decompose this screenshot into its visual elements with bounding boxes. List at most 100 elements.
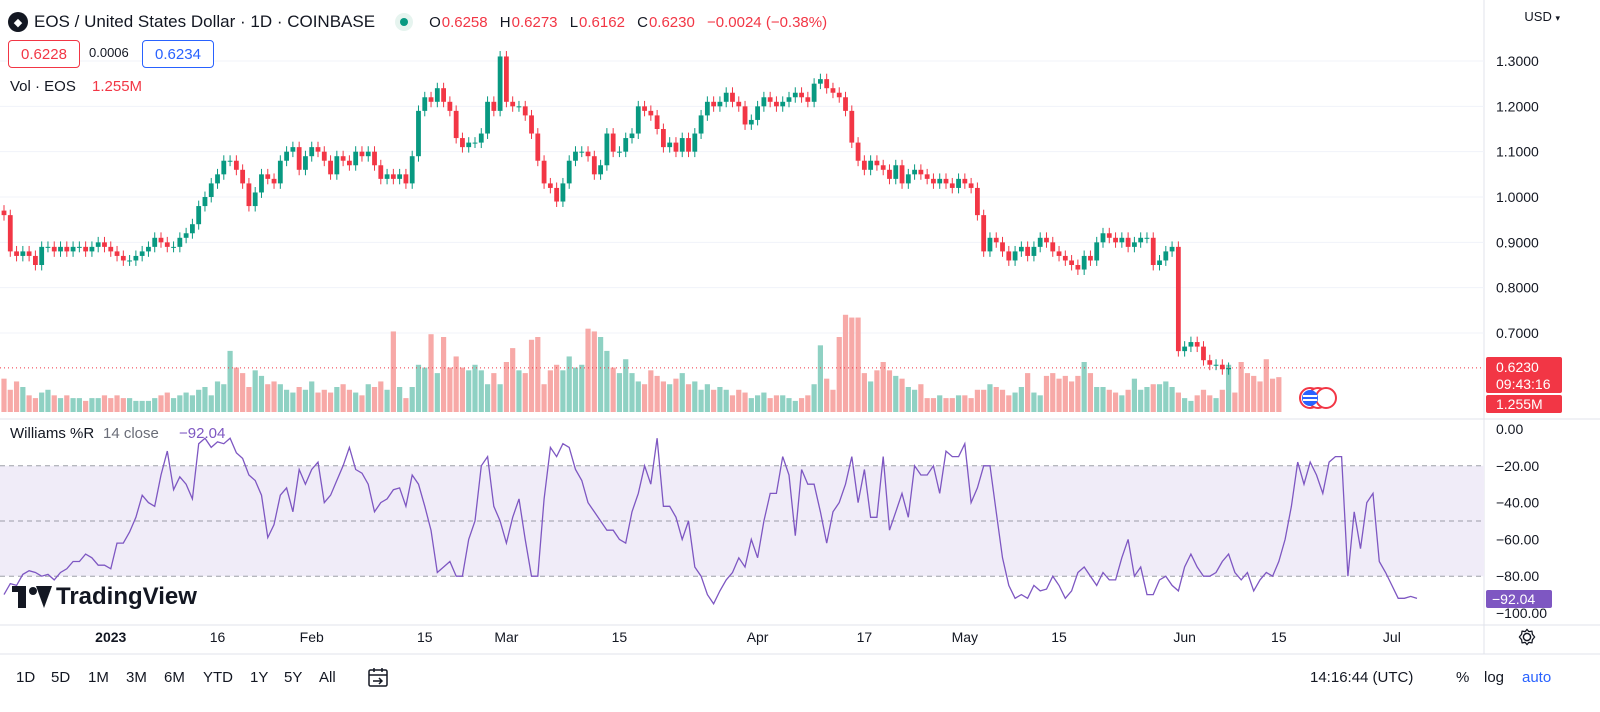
timeframe-1d[interactable]: 1D [16, 669, 36, 686]
volume-bar [755, 395, 761, 412]
auto-toggle[interactable]: auto [1522, 669, 1552, 686]
timeframe-1m[interactable]: 1M [88, 669, 109, 686]
candle-body [554, 187, 560, 202]
currency-label: USD [1524, 9, 1552, 24]
candle-body [14, 251, 19, 256]
volume-bar [955, 395, 962, 412]
volume-bar [39, 392, 45, 412]
candle-body [522, 106, 528, 116]
candle-body [384, 174, 390, 179]
candle-body [58, 246, 63, 252]
volume-bar [773, 395, 780, 412]
symbol-title[interactable]: EOS / United States Dollar · 1D · COINBA… [34, 12, 376, 31]
volume-bar [1244, 373, 1251, 412]
candle-body [441, 88, 446, 102]
timeframe-5y[interactable]: 5Y [284, 669, 303, 686]
timeframe-3m[interactable]: 3M [126, 669, 147, 686]
timeframe-ytd[interactable]: YTD [203, 669, 233, 686]
volume-bar [1075, 375, 1081, 412]
volume-bar [824, 378, 830, 412]
timeframe-1y[interactable]: 1Y [250, 669, 269, 686]
candle-body [422, 97, 428, 111]
candle-body [755, 106, 760, 120]
candle-body [409, 156, 415, 184]
candle-body [1088, 255, 1093, 261]
volume-bar [1251, 375, 1257, 412]
ohlc-close-value: 0.6230 [648, 13, 695, 31]
volume-bar [1025, 373, 1031, 412]
utc-clock[interactable]: 14:16:44 (UTC) [1310, 669, 1414, 686]
volume-bar [76, 398, 82, 412]
currency-selector[interactable]: USD ▾ [1524, 9, 1560, 24]
candle-body [177, 237, 183, 247]
candle-body [547, 183, 553, 188]
candle-body [290, 147, 296, 152]
date-range-icon[interactable] [366, 666, 390, 690]
volume-label[interactable]: Vol · EOS [10, 78, 76, 95]
candle-body [686, 138, 691, 152]
candle-body [1157, 260, 1162, 265]
timeframe-6m[interactable]: 6M [164, 669, 185, 686]
timeframe-5d[interactable]: 5D [51, 669, 71, 686]
volume-bar [1144, 387, 1150, 412]
sell-price-button[interactable]: 0.6228 [8, 40, 80, 68]
buy-price-button[interactable]: 0.6234 [142, 40, 214, 68]
volume-bar [629, 373, 635, 412]
ohlc-high-key: H [499, 13, 511, 31]
volume-bar [1263, 359, 1269, 412]
candle-body [874, 160, 880, 166]
log-toggle[interactable]: log [1484, 669, 1505, 686]
volume-bar [1050, 373, 1056, 412]
ohlc-open-key: O [429, 13, 441, 31]
timeframe-all[interactable]: All [319, 669, 336, 686]
candle-body [447, 101, 453, 111]
candle-body [610, 133, 616, 152]
volume-bar [397, 387, 403, 412]
volume-bar [798, 398, 805, 412]
volume-bar [723, 389, 729, 412]
candle-body [510, 101, 516, 107]
williams-r-line [3, 437, 1418, 606]
volume-bar [315, 392, 321, 412]
volume-bar [252, 370, 258, 412]
volume-bar [183, 392, 189, 412]
candle-body [1219, 364, 1225, 370]
candle-body [736, 101, 742, 107]
candle-body [1182, 346, 1188, 352]
time-tick-label: Jun [1173, 629, 1196, 645]
candle-body [108, 246, 114, 252]
candle-body [95, 242, 101, 247]
candle-body [240, 169, 246, 184]
volume-bar [302, 389, 309, 412]
volume-bar [692, 381, 698, 412]
volume-bar [32, 398, 38, 412]
candle-body [196, 206, 202, 225]
volume-bar [993, 387, 999, 412]
indicator-name[interactable]: Williams %R [10, 425, 95, 442]
tradingview-logo[interactable]: TradingView [12, 583, 197, 611]
volume-bar [296, 387, 302, 412]
volume-bar [1182, 398, 1188, 412]
candle-body [585, 151, 591, 157]
candle-body [535, 133, 541, 161]
volume-bar [585, 328, 591, 412]
candle-body [202, 197, 208, 207]
candle-body [397, 174, 403, 179]
percent-toggle[interactable]: % [1456, 669, 1470, 686]
candle-body [252, 192, 258, 207]
volume-bar [566, 356, 572, 412]
volume-bar [811, 384, 817, 412]
volume-bar [290, 392, 296, 412]
volume-bar [108, 398, 114, 412]
volume-bar [836, 337, 842, 412]
volume-bar [849, 317, 855, 412]
candle-body [271, 178, 277, 184]
candle-body [937, 178, 943, 184]
volume-bar [346, 389, 352, 412]
volume-bar [886, 370, 893, 412]
candle-body [987, 237, 993, 252]
gear-icon[interactable] [1518, 628, 1536, 646]
volume-bar [415, 364, 422, 412]
flag-stripe [1303, 395, 1317, 397]
